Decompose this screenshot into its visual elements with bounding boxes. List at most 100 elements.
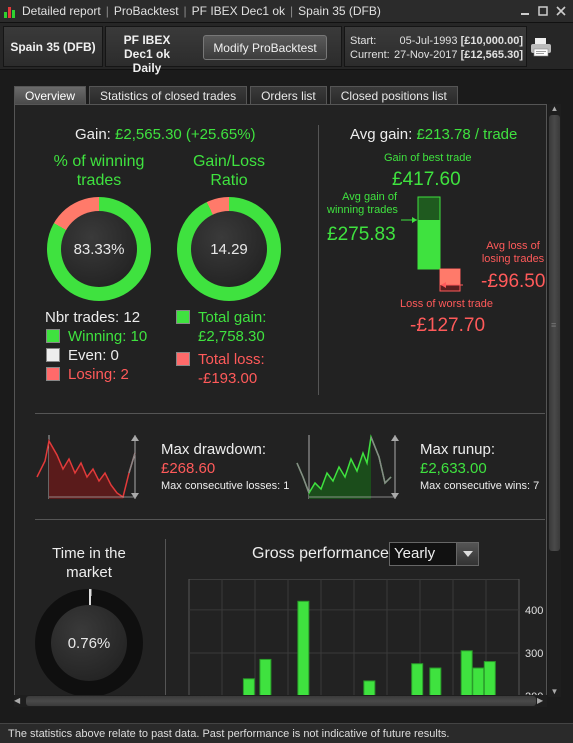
current-date: 27-Nov-2017 (393, 49, 458, 61)
section-divider (35, 519, 545, 520)
bar (472, 667, 485, 696)
drawdown-chart (36, 435, 139, 499)
horizontal-scrollbar[interactable]: ◀ ▶ (14, 695, 547, 707)
section-divider (165, 539, 166, 696)
losing-swatch (46, 367, 60, 381)
bar (411, 663, 424, 696)
vertical-scrollbar[interactable]: ▲ ≡ ▼ (548, 104, 561, 697)
chevron-down-icon[interactable] (456, 543, 478, 565)
vertical-scroll-thumb[interactable] (549, 115, 560, 551)
bar (429, 667, 442, 696)
losing-count: Losing: 2 (68, 366, 129, 383)
total-gain-value: £2,758.30 (198, 328, 265, 345)
winning-trades-donut: 83.33% (47, 197, 151, 301)
report-tabs: Overview Statistics of closed trades Ord… (14, 86, 458, 104)
even-count: Even: 0 (68, 347, 119, 364)
winning-trades-title: % of winning trades (53, 153, 145, 189)
title-part: Spain 35 (DFB) (298, 4, 381, 18)
gain-loss-ratio-title: Gain/Loss Ratio (192, 153, 266, 189)
horizontal-scroll-thumb[interactable] (26, 696, 536, 706)
app-logo-icon (4, 4, 18, 18)
avg-losing-label: Avg loss of losing trades (481, 240, 545, 265)
current-capital: [£12,565.30] (460, 49, 523, 61)
section-divider (318, 125, 319, 395)
date-range-box: Start: 05-Jul-1993 [£10,000.00] Current:… (344, 26, 527, 67)
y-tick-label: 200 (525, 691, 543, 697)
scroll-right-icon[interactable]: ▶ (537, 696, 544, 705)
total-gain-label: Total gain: (198, 309, 267, 326)
title-part: ProBacktest (113, 4, 179, 18)
even-swatch (46, 348, 60, 362)
time-in-market-value: 0.76% (51, 605, 127, 681)
avg-winning-value: £275.83 (327, 224, 396, 245)
start-label: Start: (350, 35, 377, 47)
scroll-left-icon[interactable]: ◀ (14, 696, 21, 705)
max-drawdown-label: Max drawdown: (161, 441, 267, 458)
trade-range-graphic (401, 196, 463, 292)
printer-icon[interactable] (530, 37, 552, 57)
total-gain-swatch (176, 310, 190, 324)
ratio-value: 14.29 (191, 211, 267, 287)
best-trade-value: £417.60 (392, 169, 461, 190)
total-loss-swatch (176, 352, 190, 366)
winning-count: Winning: 10 (68, 328, 148, 345)
runup-chart (296, 434, 399, 499)
gross-performance-chart: 400 300 200 (188, 579, 543, 697)
title-part: Detailed report (22, 4, 101, 18)
scroll-up-icon[interactable]: ▲ (550, 104, 559, 113)
title-part: PF IBEX Dec1 ok (191, 4, 286, 18)
winning-swatch (46, 329, 60, 343)
gross-performance-label: Gross performance (252, 545, 389, 562)
tab-closed-positions-list[interactable]: Closed positions list (329, 86, 458, 104)
overview-panel: Gain: £2,565.30 (+25.65%) % of winning t… (14, 104, 547, 697)
best-trade-label: Gain of best trade (384, 152, 472, 164)
worst-trade-label: Loss of worst trade (400, 298, 493, 310)
title-bar: Detailed report | ProBacktest | PF IBEX … (0, 0, 573, 23)
disclaimer-footer: The statistics above relate to past data… (0, 723, 573, 743)
strategy-box: PF IBEX Dec1 ok Daily Modify ProBacktest (105, 26, 342, 75)
y-tick-label: 300 (525, 648, 543, 660)
report-header: Spain 35 (DFB) PF IBEX Dec1 ok Daily Mod… (0, 23, 573, 75)
bar (242, 678, 255, 696)
y-tick-label: 400 (525, 605, 543, 617)
bar (297, 600, 310, 696)
gain-loss-ratio-donut: 14.29 (177, 197, 281, 301)
tab-statistics-closed-trades[interactable]: Statistics of closed trades (89, 86, 248, 104)
period-select[interactable]: Yearly (389, 542, 479, 566)
time-in-market-donut: 0.76% (35, 589, 143, 696)
avg-gain-value: £213.78 / trade (416, 126, 518, 143)
start-capital: [£10,000.00] (460, 35, 523, 47)
gain-summary: Gain: £2,565.30 (+25.65%) (75, 126, 256, 143)
scroll-down-icon[interactable]: ▼ (550, 687, 559, 696)
start-date: 05-Jul-1993 (399, 35, 458, 47)
section-divider (35, 413, 545, 414)
current-label: Current: (350, 49, 390, 61)
total-loss-value: -£193.00 (198, 370, 258, 387)
avg-losing-value: -£96.50 (481, 271, 546, 292)
bar (363, 680, 376, 696)
instrument-label: Spain 35 (DFB) (3, 26, 103, 67)
gain-value: £2,565.30 (+25.65%) (115, 126, 256, 143)
minimize-icon[interactable] (519, 5, 531, 17)
max-runup-label: Max runup: (420, 441, 496, 458)
bar (483, 661, 496, 696)
time-in-market-title: Time in the market (52, 545, 126, 581)
bar (460, 650, 473, 696)
tab-orders-list[interactable]: Orders list (250, 86, 327, 104)
avg-gain-summary: Avg gain: £213.78 / trade (350, 126, 518, 143)
winning-pct-value: 83.33% (61, 211, 137, 287)
modify-probacktest-button[interactable]: Modify ProBacktest (203, 35, 327, 60)
worst-trade-value: -£127.70 (410, 315, 486, 336)
close-icon[interactable] (555, 5, 567, 17)
max-drawdown-value: £268.60 (161, 460, 216, 477)
max-runup-value: £2,633.00 (420, 460, 487, 477)
bar (259, 658, 272, 696)
maximize-icon[interactable] (537, 5, 549, 17)
tab-overview[interactable]: Overview (14, 86, 87, 104)
strategy-name: PF IBEX Dec1 ok Daily (123, 33, 171, 75)
max-consecutive-losses: Max consecutive losses: 1 (161, 480, 290, 492)
total-loss-label: Total loss: (198, 351, 265, 368)
nbr-trades: Nbr trades: 12 (45, 309, 141, 326)
max-consecutive-wins: Max consecutive wins: 7 (420, 480, 540, 492)
avg-winning-label: Avg gain of winning trades (327, 191, 398, 216)
